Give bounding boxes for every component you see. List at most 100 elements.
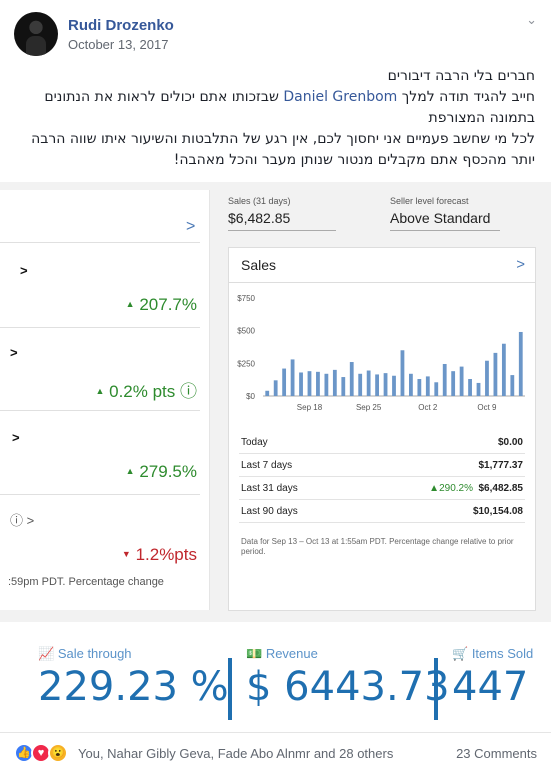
kpi-sale-through: 📈 Sale through 229.23 % <box>38 646 229 710</box>
left-metrics-panel: > > ▲ 207.7% > ▲ 0.2% pts ⓘ > ▲ 279.5% ⓘ… <box>0 190 210 610</box>
sales-bar <box>476 382 481 396</box>
sales-bar <box>383 373 388 396</box>
sales-row-31-days: Last 31 days ▲290.2% $6,482.85 <box>239 477 525 500</box>
divider <box>0 494 200 495</box>
forecast-value: Above Standard <box>390 210 500 231</box>
sales-31-value: $6,482.85 <box>228 210 336 231</box>
kpi-value: 447 <box>452 664 529 710</box>
post-text: חברים בלי הרבה דיבורים חייב להגיד תודה ל… <box>15 66 535 171</box>
post-line-3: בתמונה המצורפת <box>428 110 535 126</box>
sales-bar <box>290 359 295 396</box>
x-tick-label: Oct 2 <box>418 403 438 412</box>
sales-bar <box>358 373 363 396</box>
sales-bar <box>332 369 337 396</box>
row-3-arrow-icon: > <box>12 430 20 445</box>
sales-bar <box>510 375 515 396</box>
kpi-divider <box>434 658 438 720</box>
sales-bar <box>282 368 287 396</box>
sales-bar <box>375 374 379 396</box>
x-tick-label: Sep 25 <box>356 403 382 412</box>
post-line-1: חברים בלי הרבה דיבורים <box>387 68 535 84</box>
kpi-label: Sale through <box>57 646 132 661</box>
sales-bar <box>392 375 396 396</box>
row-3-change: ▲ 279.5% <box>125 462 197 481</box>
sales-bar <box>434 382 439 396</box>
sales-summary: Sales (31 days) $6,482.85 Seller level f… <box>228 194 528 234</box>
post-line-4: לכל מי שחשב פעמיים אני יחסוך לכם, אין רג… <box>31 131 535 147</box>
sales-bar <box>501 343 506 396</box>
sales-31-label: Sales (31 days) <box>228 196 291 206</box>
post-header: Rudi Drozenko October 13, 2017 ⌄ <box>0 0 551 62</box>
post-line-5: יותר מהכסף אתם מקבלים מנטור שנותן מעבר ו… <box>173 152 535 168</box>
sales-bar <box>425 376 430 396</box>
kpi-band: 📈 Sale through 229.23 % 💵 Revenue $ 6443… <box>0 622 551 726</box>
sales-bar <box>324 373 329 396</box>
y-tick-label: $0 <box>246 392 255 401</box>
post-date[interactable]: October 13, 2017 <box>68 37 169 52</box>
post-footer: 👍 ♥ 😮 You, Nahar Gibly Geva, Fade Abo Al… <box>0 732 551 775</box>
post-image[interactable]: > > ▲ 207.7% > ▲ 0.2% pts ⓘ > ▲ 279.5% ⓘ… <box>0 182 551 726</box>
divider <box>0 242 200 243</box>
sales-bar-chart: $750 $500 $250 $0 Sep 18 Sep 25 Oct 2 Oct 9 <box>237 294 525 412</box>
panel-chevron-icon: > <box>186 218 196 235</box>
kpi-label: Revenue <box>265 646 318 661</box>
author-name[interactable]: Rudi Drozenko <box>68 17 174 34</box>
sales-bar <box>341 377 346 396</box>
divider <box>0 410 200 411</box>
row-4-arrow-icon: ⓘ > <box>10 513 35 528</box>
sales-bar <box>273 380 278 396</box>
reaction-names[interactable]: You, Nahar Gibly Geva, Fade Abo Alnmr an… <box>78 746 394 761</box>
row-4-change: ▼ 1.2%pts <box>121 545 197 564</box>
forecast-label: Seller level forecast <box>390 196 469 206</box>
y-tick-label: $250 <box>237 359 255 368</box>
chart-line-icon: 📈 <box>38 646 55 661</box>
left-panel-footnote: :59pm PDT. Percentage change <box>8 576 164 588</box>
divider <box>229 282 535 283</box>
divider <box>0 327 200 328</box>
sales-row-7-days: Last 7 days $1,777.37 <box>239 454 525 477</box>
post-options-chevron-icon[interactable]: ⌄ <box>526 12 537 27</box>
sales-bar <box>468 379 472 396</box>
sales-bar <box>518 331 523 396</box>
sales-bar <box>299 372 303 396</box>
sales-bar <box>316 371 320 396</box>
money-icon: 💵 <box>246 646 263 661</box>
row-2-change: ▲ 0.2% pts ⓘ <box>95 382 197 401</box>
sales-bar <box>400 350 405 396</box>
sales-bar <box>409 373 413 396</box>
sales-bar <box>442 363 447 396</box>
kpi-divider <box>228 658 232 720</box>
sales-card-note: Data for Sep 13 – Oct 13 at 1:55am PDT. … <box>241 537 514 556</box>
x-tick-label: Oct 9 <box>477 403 497 412</box>
post-line-2: חייב להגיד תודה למלך Daniel Grenbom שבזכ… <box>44 89 535 105</box>
sales-row-90-days: Last 90 days $10,154.08 <box>239 500 525 523</box>
sales-bar <box>417 379 422 396</box>
sales-bar <box>459 366 464 396</box>
sales-bar <box>451 371 456 396</box>
sales-bar <box>349 362 354 396</box>
row-1-change: ▲ 207.7% <box>125 295 197 314</box>
row-1-arrow-icon: > <box>20 263 28 278</box>
wow-icon: 😮 <box>48 743 68 763</box>
sales-bar <box>485 360 489 396</box>
sales-row-today: Today $0.00 <box>239 431 525 454</box>
kpi-value: $ 6443.73 <box>246 664 450 710</box>
tagged-user-link[interactable]: Daniel Grenbom <box>283 89 398 105</box>
author-avatar[interactable] <box>14 12 58 56</box>
sales-card: Sales > $750 $500 $250 $0 Sep 18 Sep 25 Oct 2 O… <box>228 247 536 611</box>
kpi-items-sold: 🛒 Items Sold 447 <box>452 646 533 710</box>
sales-card-chevron-icon[interactable]: > <box>516 256 525 273</box>
kpi-label: Items Sold <box>471 646 534 661</box>
x-tick-label: Sep 18 <box>297 403 323 412</box>
sales-bar <box>265 390 270 396</box>
y-tick-label: $750 <box>237 294 255 303</box>
kpi-value: 229.23 % <box>38 664 229 710</box>
kpi-revenue: 💵 Revenue $ 6443.73 <box>246 646 450 710</box>
row-2-arrow-icon: > <box>10 345 18 360</box>
cart-icon: 🛒 <box>452 646 469 661</box>
comments-count[interactable]: 23 Comments <box>456 746 537 761</box>
sales-bar <box>493 352 498 396</box>
sales-bar <box>307 371 312 396</box>
y-tick-label: $500 <box>237 327 255 336</box>
reactions[interactable]: 👍 ♥ 😮 <box>14 743 74 765</box>
